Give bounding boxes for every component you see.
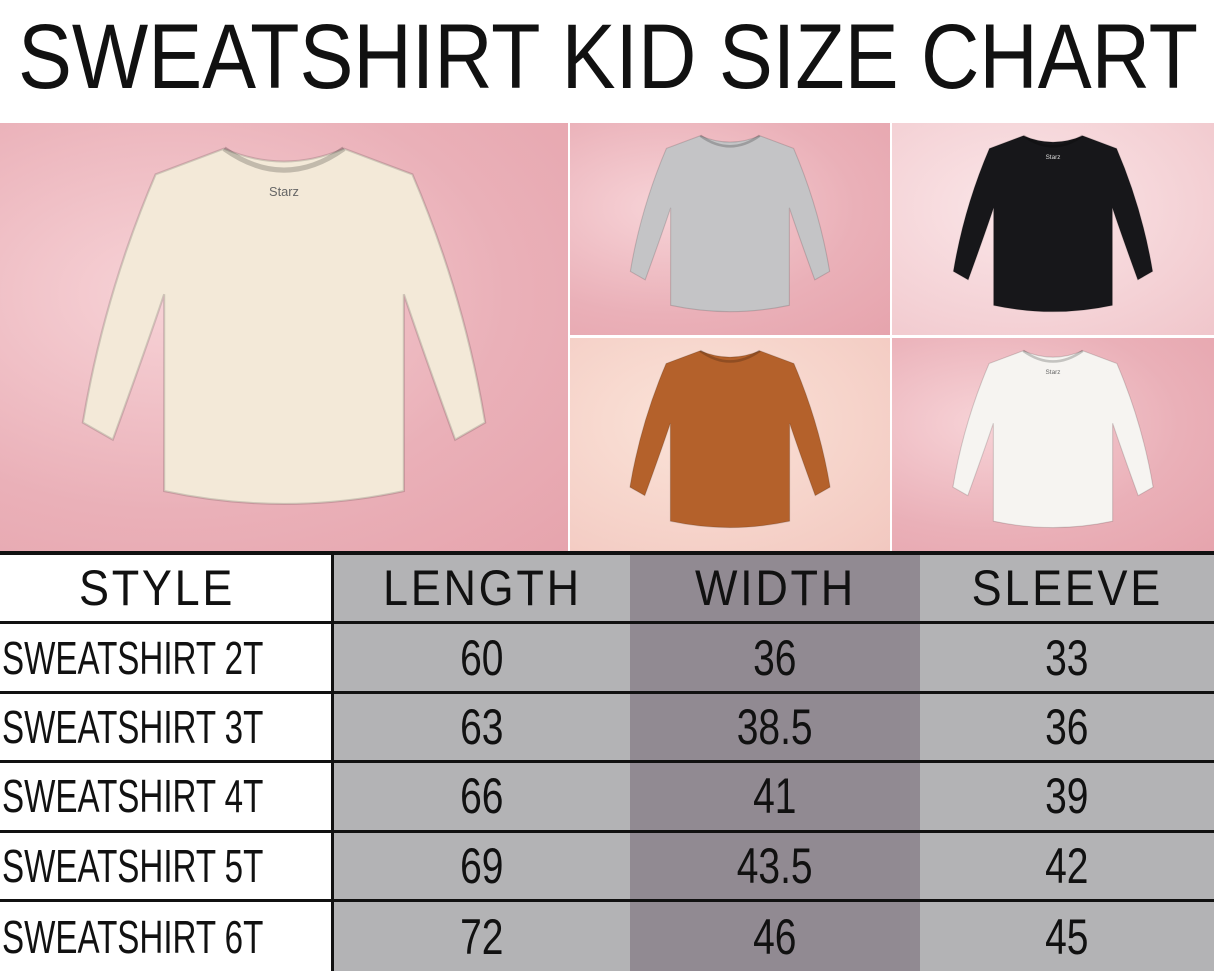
size-table: STYLE LENGTH WIDTH SLEEVE SWEATSHIRT 2T 6… <box>0 551 1214 972</box>
sleeve-cell: 45 <box>920 901 1214 972</box>
brand-logo: Starz <box>1046 369 1061 376</box>
sweatshirt-white <box>952 350 1154 529</box>
width-cell: 36 <box>630 624 920 691</box>
table-row: SWEATSHIRT 4T 66 41 39 <box>0 763 1214 833</box>
table-header-row: STYLE LENGTH WIDTH SLEEVE <box>0 555 1214 625</box>
style-cell: SWEATSHIRT 3T <box>0 693 334 761</box>
length-cell: 66 <box>334 763 630 830</box>
page-title-text: SWEATSHIRT KID SIZE CHART <box>18 6 1198 108</box>
photo-rust-sweatshirt <box>570 338 890 551</box>
length-cell: 63 <box>334 693 630 761</box>
photo-white-sweatshirt: Starz <box>892 338 1214 551</box>
style-cell: SWEATSHIRT 6T <box>0 901 334 972</box>
table-row: SWEATSHIRT 5T 69 43.5 42 <box>0 832 1214 902</box>
brand-logo: Starz <box>269 184 299 199</box>
collar <box>1022 349 1084 363</box>
width-cell: 46 <box>630 901 920 972</box>
collar <box>1022 134 1084 148</box>
photo-cream-sweatshirt: Starz <box>0 123 568 551</box>
table-row: SWEATSHIRT 2T 60 36 33 <box>0 624 1214 694</box>
width-cell: 41 <box>630 763 920 830</box>
collar <box>699 349 761 363</box>
table-row: SWEATSHIRT 6T 72 46 45 <box>0 901 1214 972</box>
sweatshirt-cream <box>81 147 487 505</box>
collar <box>699 134 761 148</box>
header-width: WIDTH <box>630 555 920 622</box>
sleeve-cell: 36 <box>920 693 1214 761</box>
sweatshirt-rust <box>629 350 831 529</box>
table-row: SWEATSHIRT 3T 63 38.5 36 <box>0 693 1214 764</box>
sweatshirt-black <box>952 135 1154 313</box>
sleeve-cell: 42 <box>920 832 1214 899</box>
style-cell: SWEATSHIRT 2T <box>0 624 334 691</box>
width-cell: 38.5 <box>630 693 920 761</box>
length-cell: 60 <box>334 624 630 691</box>
header-sleeve: SLEEVE <box>920 555 1214 622</box>
header-style: STYLE <box>0 555 334 622</box>
brand-logo: Starz <box>1046 154 1061 161</box>
header-length: LENGTH <box>334 555 630 622</box>
photo-grey-sweatshirt <box>570 123 890 335</box>
style-cell: SWEATSHIRT 4T <box>0 763 334 830</box>
length-cell: 69 <box>334 832 630 899</box>
page-title: SWEATSHIRT KID SIZE CHART <box>18 6 1198 108</box>
sleeve-cell: 39 <box>920 763 1214 830</box>
photo-black-sweatshirt: Starz <box>892 123 1214 335</box>
length-cell: 72 <box>334 901 630 972</box>
width-cell: 43.5 <box>630 832 920 899</box>
sleeve-cell: 33 <box>920 624 1214 691</box>
style-cell: SWEATSHIRT 5T <box>0 832 334 899</box>
collar <box>222 146 346 173</box>
sweatshirt-grey <box>629 135 831 313</box>
